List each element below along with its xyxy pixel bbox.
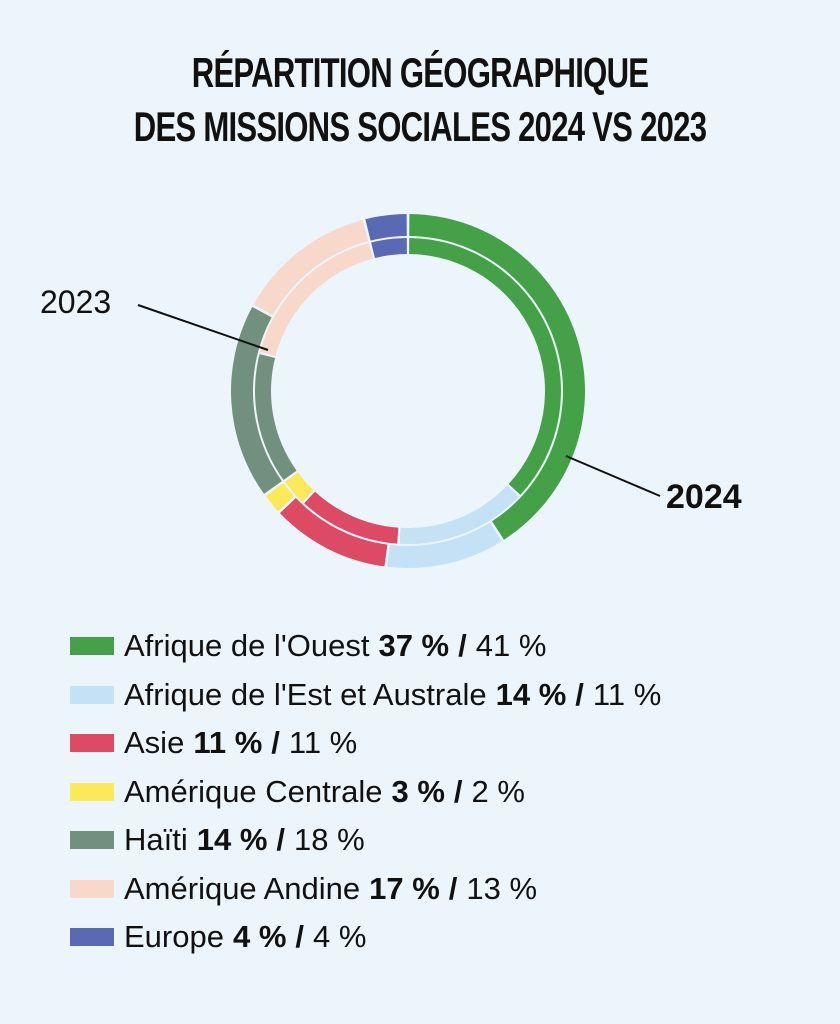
slice-2024-afrique-de-l-est-et-australe <box>399 485 519 545</box>
slice-2024-amerique-centrale <box>284 472 314 502</box>
legend-label: Asie <box>124 725 185 761</box>
legend-value-2023: 41 % <box>475 628 547 664</box>
legend-item-afrique-de-l-ouest: Afrique de l'Ouest 37 %/41 % <box>70 622 661 671</box>
legend-separator: / <box>295 919 305 955</box>
legend-value-2023: 13 % <box>466 870 538 906</box>
slice-2023-haiti <box>231 306 282 494</box>
slice-2023-amerique-andine <box>253 219 369 316</box>
legend-item-europe: Europe 4 %/4 % <box>70 913 661 962</box>
chart-title-line-2: des missions sociales 2024 vs 2023 <box>133 103 707 150</box>
legend: Afrique de l'Ouest 37 %/41 % Afrique de l'… <box>70 622 661 962</box>
legend-item-amerique-andine: Amérique Andine 17 %/13 % <box>70 865 661 914</box>
legend-value-2024: 14 % <box>495 676 567 712</box>
legend-label: Amérique Centrale <box>124 773 383 809</box>
chart-title-line-1: Répartition géographique <box>191 49 649 96</box>
legend-separator: / <box>453 773 463 809</box>
slice-2024-asie <box>304 491 399 544</box>
legend-value-2023: 2 % <box>471 773 525 809</box>
legend-label: Amérique Andine <box>124 870 361 906</box>
legend-value-2023: 11 % <box>592 676 662 712</box>
callout-line-2024 <box>565 455 661 497</box>
legend-separator: / <box>271 725 280 761</box>
callout-label-2024: 2024 <box>666 478 742 516</box>
legend-separator: / <box>458 628 467 664</box>
legend-separator: / <box>575 676 584 712</box>
legend-value-2024: 37 % <box>378 628 450 664</box>
legend-swatch <box>70 685 114 704</box>
legend-label: Afrique de l'Ouest <box>124 628 370 664</box>
legend-separator: / <box>448 870 458 906</box>
slice-2023-amerique-centrale <box>265 483 295 512</box>
legend-value-2023: 11 % <box>288 725 358 761</box>
legend-separator: / <box>276 822 286 858</box>
legend-value-2024: 11 % <box>193 725 263 761</box>
legend-swatch <box>70 782 114 801</box>
slice-2023-asie <box>279 497 388 567</box>
slice-2024-europe <box>371 238 407 259</box>
callout-label-2023: 2023 <box>40 284 112 320</box>
legend-item-haiti: Haïti 14 %/18 % <box>70 816 661 865</box>
legend-label: Haïti <box>124 822 188 858</box>
legend-value-2024: 14 % <box>196 822 268 858</box>
legend-swatch <box>70 734 114 753</box>
slice-2024-haiti <box>254 354 297 480</box>
legend-item-amerique-centrale: Amérique Centrale 3 %/2 % <box>70 768 661 817</box>
slice-2024-afrique-de-l-ouest <box>409 238 562 495</box>
legend-value-2024: 17 % <box>369 870 440 906</box>
legend-item-afrique-de-l-est-et-australe: Afrique de l'Est et Australe 14 %/11 % <box>70 671 661 720</box>
slice-2024-amerique-andine <box>260 243 373 356</box>
legend-swatch <box>70 637 114 656</box>
legend-swatch <box>70 928 114 947</box>
slice-2023-afrique-de-l-ouest <box>409 214 585 540</box>
slice-2023-europe <box>365 214 407 241</box>
ring-2024 <box>254 238 562 545</box>
chart-title: Répartition géographique des missions so… <box>109 46 731 154</box>
ring-2023 <box>231 214 585 568</box>
legend-label: Europe <box>124 919 224 955</box>
slice-2023-afrique-de-l-est-et-australe <box>387 522 502 568</box>
donut-chart <box>137 214 661 568</box>
legend-swatch <box>70 879 114 898</box>
legend-label: Afrique de l'Est et Australe <box>124 676 487 712</box>
legend-swatch <box>70 831 114 850</box>
legend-item-asie: Asie 11 %/11 % <box>70 719 661 768</box>
legend-value-2023: 4 % <box>313 919 367 955</box>
callout-line-2023 <box>137 304 269 351</box>
legend-value-2024: 4 % <box>232 919 287 955</box>
legend-value-2023: 18 % <box>294 822 365 858</box>
legend-value-2024: 3 % <box>391 773 445 809</box>
